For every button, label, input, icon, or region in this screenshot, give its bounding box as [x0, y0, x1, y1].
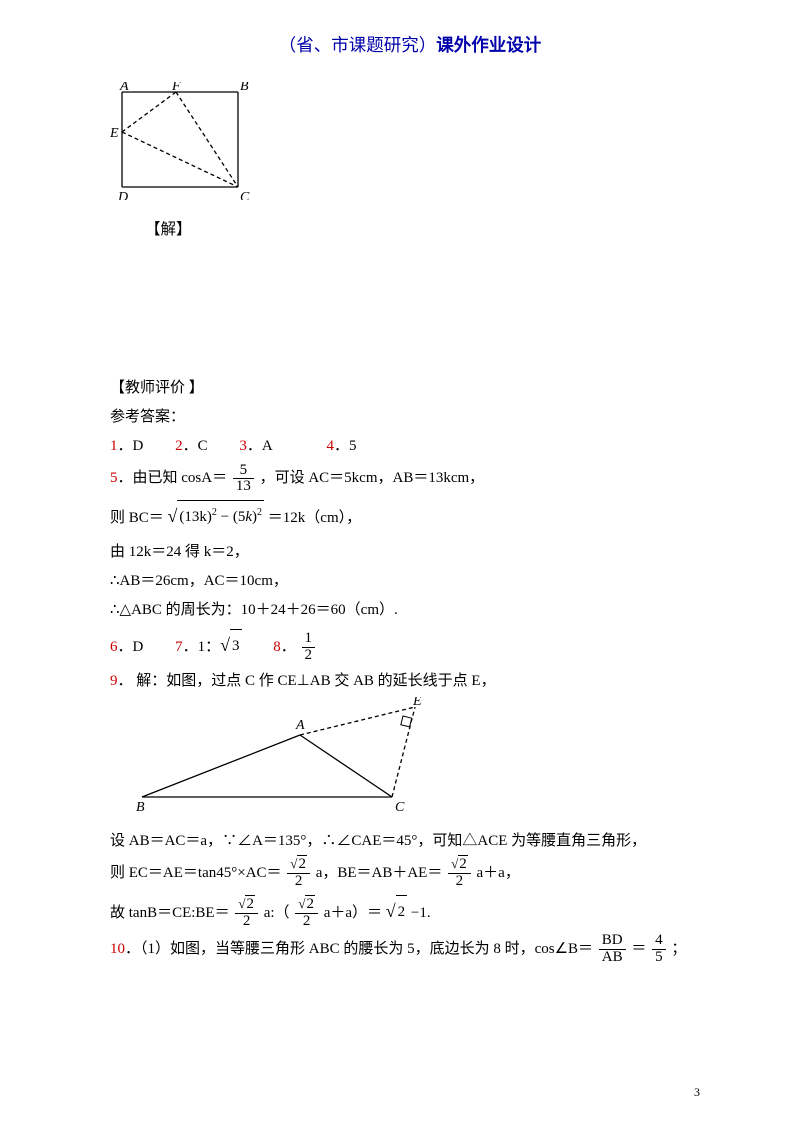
- q5b-sqrt: √(13k)2 − (5k)2: [168, 497, 265, 537]
- figure-1: A F B E D C: [110, 82, 710, 210]
- q10-line: 10．（1）如图，当等腰三角形 ABC 的腰长为 5，底边长为 8 时，cos∠…: [110, 933, 710, 966]
- answers-1-4: 1．D 2．C 3．A 4．5: [110, 433, 710, 460]
- ans-8: ．: [281, 639, 296, 655]
- header-part2: 课外作业设计: [436, 35, 541, 55]
- q5-post: ，可设 AC＝5kcm，AB＝13kcm，: [260, 470, 485, 486]
- q9d-root: √2: [386, 892, 407, 932]
- q10-num: 10: [110, 941, 125, 957]
- svg-text:D: D: [117, 190, 128, 200]
- ans-1-num: 1: [110, 438, 118, 454]
- ans-2: ．C: [183, 438, 208, 454]
- q5-line1: 5．由已知 cosA＝ 513 ，可设 AC＝5kcm，AB＝13kcm，: [110, 462, 710, 495]
- q10-eq: ＝: [631, 941, 650, 957]
- ans-4-num: 4: [326, 438, 334, 454]
- q9d-post: −1.: [411, 905, 431, 921]
- teacher-eval: 【教师评价 】: [110, 375, 710, 402]
- ans-7-root: √3: [220, 626, 241, 666]
- q9-num: 9: [110, 673, 118, 689]
- q5-frac: 513: [233, 463, 254, 496]
- ans-6-num: 6: [110, 639, 118, 655]
- q5-num: 5: [110, 470, 118, 486]
- q5-line2: 则 BC＝ √(13k)2 − (5k)2 ＝12k（cm），: [110, 497, 710, 537]
- ans-3-num: 3: [239, 438, 247, 454]
- q9d-mid2: a＋a）＝: [324, 905, 386, 921]
- q9c-pre: 则 EC＝AE＝tan45°×AC＝: [110, 865, 282, 881]
- header-part1: （省、市课题研究）: [279, 35, 437, 55]
- ans-2-num: 2: [175, 438, 183, 454]
- q9c-frac1: √22: [287, 857, 310, 890]
- q10-frac2: 45: [652, 933, 666, 966]
- svg-text:A: A: [295, 718, 305, 733]
- page-number: 3: [694, 1082, 700, 1104]
- q9-line3: 则 EC＝AE＝tan45°×AC＝ √22 a，BE＝AB＋AE＝ √22 a…: [110, 857, 710, 890]
- reference-answers: 参考答案：: [110, 404, 710, 431]
- ans-7: ．1：: [183, 639, 221, 655]
- ans-1: ．D: [118, 438, 144, 454]
- q5b-post: ＝12k（cm），: [268, 510, 361, 526]
- q5b-pre: 则 BC＝: [110, 510, 164, 526]
- svg-text:A: A: [119, 82, 129, 94]
- q9d-mid1: a:（: [264, 905, 290, 921]
- ans-8-frac: 12: [302, 631, 316, 664]
- ans-8-num: 8: [273, 639, 281, 655]
- q5-line3: 由 12k＝24 得 k＝2，: [110, 539, 710, 566]
- q10-frac1: BDAB: [599, 933, 626, 966]
- figure-1-svg: A F B E D C: [110, 82, 250, 200]
- figure-2-svg: B C A E: [130, 697, 460, 812]
- svg-text:F: F: [171, 82, 181, 94]
- q9d-frac1: √22: [235, 897, 258, 930]
- q9-line2: 设 AB＝AC＝a，∵∠A＝135°，∴∠CAE＝45°，可知△ACE 为等腰直…: [110, 828, 710, 855]
- q5-line4: ∴AB＝26cm，AC＝10cm，: [110, 568, 710, 595]
- answers-6-8: 6．D 7．1：√3 8． 12: [110, 626, 710, 666]
- q9c-post: a＋a，: [477, 865, 520, 881]
- ans-4: ．5: [334, 438, 357, 454]
- ans-7-num: 7: [175, 639, 183, 655]
- q9d-pre: 故 tanB＝CE:BE＝: [110, 905, 230, 921]
- q10-text: ．（1）如图，当等腰三角形 ABC 的腰长为 5，底边长为 8 时，cos∠B＝: [125, 941, 593, 957]
- svg-text:C: C: [395, 800, 405, 812]
- svg-text:E: E: [110, 126, 119, 141]
- ans-3: ．A: [247, 438, 273, 454]
- page-header: （省、市课题研究）课外作业设计: [110, 30, 710, 62]
- q9-line1: 9． 解：如图，过点 C 作 CE⊥AB 交 AB 的延长线于点 E，: [110, 668, 710, 695]
- solution-label: 【解】: [145, 216, 710, 244]
- q9-text: ． 解：如图，过点 C 作 CE⊥AB 交 AB 的延长线于点 E，: [118, 673, 496, 689]
- ans-6: ．D: [118, 639, 144, 655]
- q5-pre: ．由已知 cosA＝: [118, 470, 228, 486]
- q9-line4: 故 tanB＝CE:BE＝ √22 a:（ √22 a＋a）＝ √2 −1.: [110, 892, 710, 932]
- svg-text:B: B: [240, 82, 249, 94]
- q10-end: ；: [671, 941, 686, 957]
- q9d-frac2: √22: [295, 897, 318, 930]
- svg-text:B: B: [136, 800, 145, 812]
- q9c-frac2: √22: [448, 857, 471, 890]
- q5-line5: ∴△ABC 的周长为：10＋24＋26＝60（cm）.: [110, 597, 710, 624]
- figure-2: B C A E: [130, 697, 710, 822]
- q9c-mid: a，BE＝AB＋AE＝: [316, 865, 443, 881]
- svg-text:C: C: [240, 190, 250, 200]
- svg-text:E: E: [412, 697, 422, 709]
